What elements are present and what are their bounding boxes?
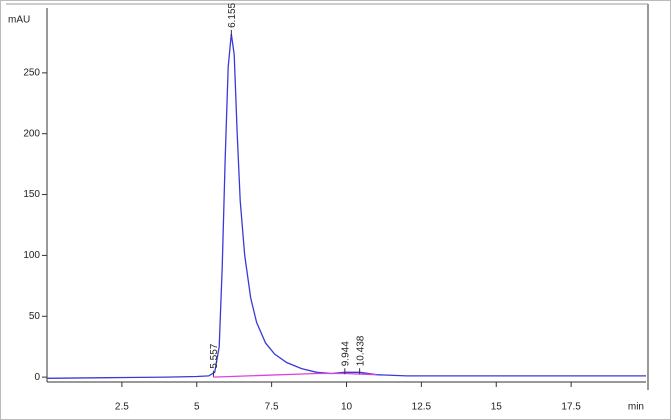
x-tick-label: 12.5 (412, 402, 432, 413)
y-tick-label: 0 (34, 372, 40, 383)
x-axis-label: min (628, 402, 644, 413)
y-tick-label: 100 (23, 250, 40, 261)
x-tick-label: 5 (194, 402, 200, 413)
trace-line (46, 33, 646, 379)
x-tick-label: 17.5 (561, 402, 581, 413)
x-tick-label: 7.5 (265, 402, 279, 413)
peak-label: 5.557 (209, 343, 220, 368)
x-tick-label: 10 (341, 402, 353, 413)
peak-label: 9.944 (340, 341, 351, 366)
y-axis-label: mAU (8, 15, 30, 26)
y-tick-label: 50 (29, 311, 41, 322)
y-tick-label: 200 (23, 128, 40, 139)
y-tick-label: 250 (23, 67, 40, 78)
trace-line (213, 372, 377, 378)
peak-label: 6.155 (227, 2, 238, 27)
peak-label: 10.438 (355, 335, 366, 366)
x-tick-label: 2.5 (115, 402, 129, 413)
x-tick-label: 15 (491, 402, 503, 413)
y-tick-label: 150 (23, 189, 40, 200)
